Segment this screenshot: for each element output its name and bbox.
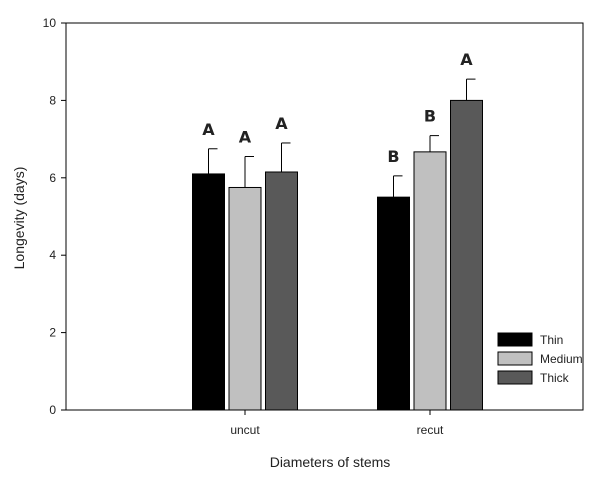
y-tick-label: 10 (43, 16, 57, 30)
x-tick-label-uncut: uncut (230, 423, 260, 437)
bars-group (192, 99, 483, 411)
significance-label: B (387, 147, 399, 166)
bar-thin-uncut (192, 173, 225, 411)
y-tick-label: 2 (49, 326, 56, 340)
significance-label: A (239, 128, 252, 147)
y-tick-label: 8 (49, 93, 56, 107)
legend-swatch-thick (497, 370, 533, 385)
significance-label: A (275, 114, 288, 133)
legend-label-thin: Thin (540, 333, 563, 347)
y-tick-label: 6 (49, 171, 56, 185)
y-tick-label: 4 (49, 248, 56, 262)
error-bars-group (208, 78, 476, 198)
bar-thick-recut (450, 99, 483, 411)
bar-medium-uncut (228, 186, 262, 411)
plot-frame (65, 22, 584, 411)
x-axis-title: Diameters of stems (270, 454, 391, 470)
significance-labels-group: A B A B A A (202, 50, 473, 166)
bar-medium-recut (413, 151, 447, 411)
legend-label-medium: Medium (540, 352, 583, 366)
legend-swatch-thin (497, 332, 533, 347)
legend-swatch-medium (497, 351, 533, 366)
bar-thin-recut (377, 196, 410, 411)
bar-thick-uncut (265, 171, 298, 411)
y-axis-title: Longevity (days) (11, 167, 27, 270)
axes-group (61, 22, 584, 415)
y-tick-label: 0 (49, 403, 56, 417)
significance-label: A (460, 50, 473, 69)
x-tick-label-recut: recut (417, 423, 444, 437)
significance-label: B (424, 107, 436, 126)
significance-label: A (202, 120, 215, 139)
legend: Thin Medium Thick (497, 332, 583, 385)
legend-label-thick: Thick (540, 371, 570, 385)
tick-labels-group: 0 2 4 6 8 10 uncut recut (43, 16, 444, 437)
